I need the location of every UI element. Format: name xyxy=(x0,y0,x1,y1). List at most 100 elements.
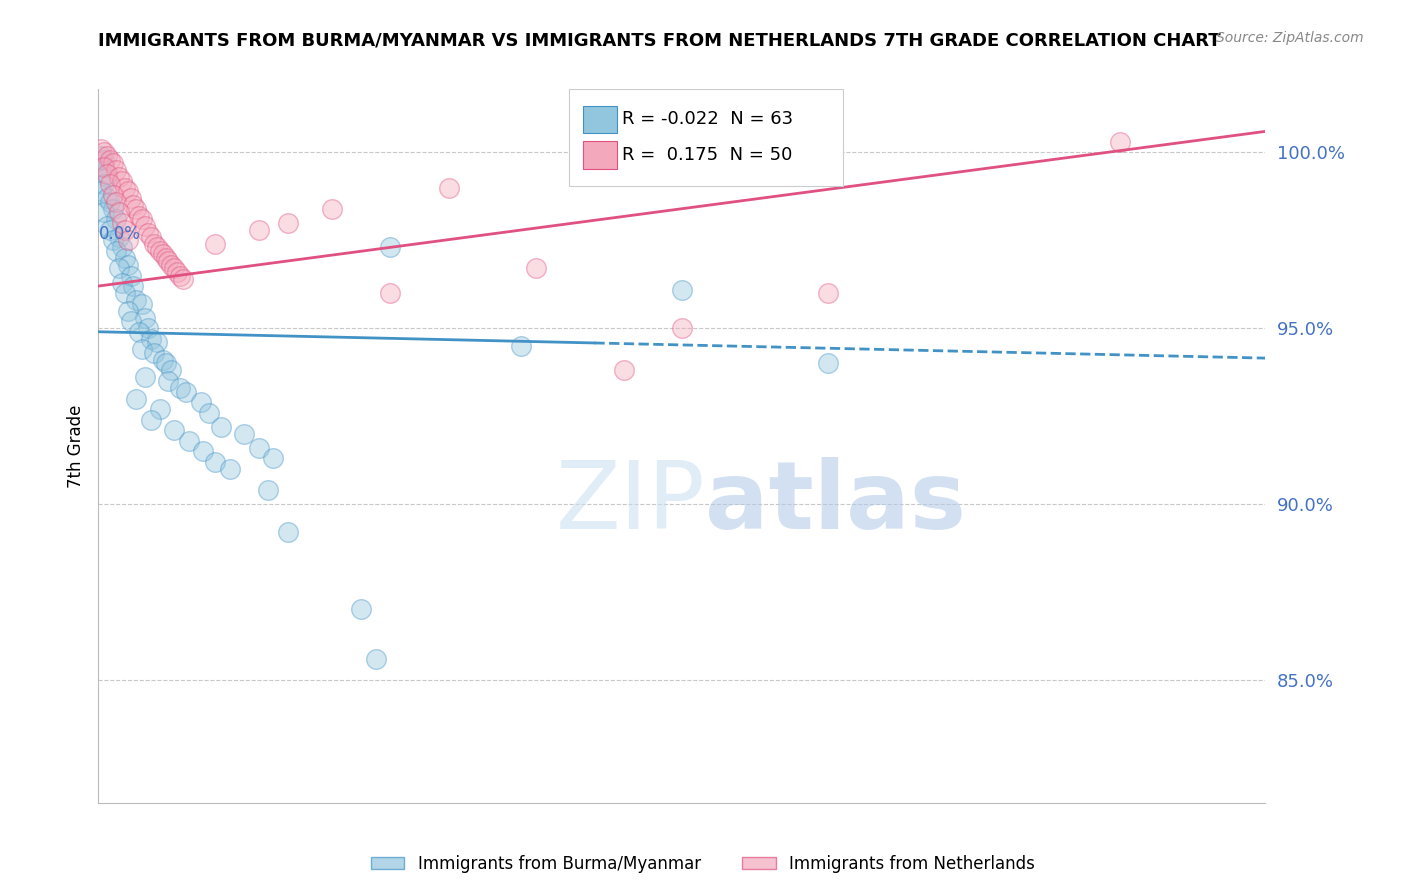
Point xyxy=(364,651,387,665)
Point xyxy=(256,483,278,497)
Point xyxy=(378,286,402,301)
Point xyxy=(101,202,124,216)
Text: IMMIGRANTS FROM BURMA/MYANMAR VS IMMIGRANTS FROM NETHERLANDS 7TH GRADE CORRELATI: IMMIGRANTS FROM BURMA/MYANMAR VS IMMIGRA… xyxy=(98,31,1220,49)
Point xyxy=(157,374,180,388)
Point xyxy=(120,191,142,205)
Point xyxy=(155,356,177,370)
Point xyxy=(149,244,172,258)
Point xyxy=(152,247,174,261)
Y-axis label: 7th Grade: 7th Grade xyxy=(67,404,86,488)
Point xyxy=(160,258,183,272)
Point xyxy=(125,202,148,216)
Point xyxy=(96,167,118,181)
Point xyxy=(524,261,547,276)
Point xyxy=(111,173,134,187)
Point xyxy=(108,230,131,244)
Point xyxy=(96,219,118,234)
Point xyxy=(233,426,256,441)
Point xyxy=(204,236,226,251)
Point xyxy=(108,170,131,185)
Point xyxy=(111,240,134,254)
Point xyxy=(163,261,186,276)
Point xyxy=(98,177,121,191)
Point xyxy=(136,321,159,335)
Point xyxy=(169,268,191,283)
Point xyxy=(169,381,191,395)
Point xyxy=(510,339,533,353)
Point xyxy=(108,261,131,276)
Point xyxy=(104,212,127,227)
Point xyxy=(190,395,212,409)
Point xyxy=(817,286,839,301)
Point xyxy=(139,412,162,426)
Point xyxy=(321,202,343,216)
Point xyxy=(128,325,150,339)
Point xyxy=(117,233,139,247)
Point xyxy=(146,240,169,254)
Point xyxy=(111,276,134,290)
Point xyxy=(378,240,402,254)
Point xyxy=(131,296,153,310)
Point xyxy=(139,332,162,346)
Point xyxy=(122,198,145,212)
Point xyxy=(142,236,165,251)
Point xyxy=(90,149,112,163)
Point xyxy=(90,160,112,174)
Point xyxy=(163,423,186,437)
Point xyxy=(114,223,136,237)
Point xyxy=(93,145,115,160)
Point xyxy=(114,286,136,301)
Point xyxy=(612,363,634,377)
Point xyxy=(93,153,115,167)
Point xyxy=(131,212,153,227)
Point xyxy=(174,384,197,399)
Point xyxy=(93,160,115,174)
Point xyxy=(117,258,139,272)
Point xyxy=(146,335,169,350)
Point xyxy=(125,392,148,406)
FancyBboxPatch shape xyxy=(568,89,844,186)
Point xyxy=(193,444,215,458)
Point xyxy=(350,602,373,616)
FancyBboxPatch shape xyxy=(582,105,617,134)
Point xyxy=(157,254,180,268)
Point xyxy=(117,303,139,318)
Point xyxy=(117,184,139,198)
Point xyxy=(93,177,115,191)
Point xyxy=(98,194,121,209)
FancyBboxPatch shape xyxy=(582,141,617,169)
Point xyxy=(204,455,226,469)
Point xyxy=(277,216,299,230)
Point xyxy=(198,406,221,420)
Point xyxy=(142,346,165,360)
Point xyxy=(131,343,153,357)
Point xyxy=(96,191,118,205)
Point xyxy=(247,441,270,455)
Point xyxy=(104,163,127,178)
Point xyxy=(98,153,121,167)
Legend: Immigrants from Burma/Myanmar, Immigrants from Netherlands: Immigrants from Burma/Myanmar, Immigrant… xyxy=(364,848,1042,880)
Text: Source: ZipAtlas.com: Source: ZipAtlas.com xyxy=(1216,31,1364,45)
Point xyxy=(122,279,145,293)
Point xyxy=(90,142,112,156)
Point xyxy=(817,356,839,370)
Point xyxy=(136,227,159,241)
Point xyxy=(93,205,115,219)
Point xyxy=(125,293,148,307)
Point xyxy=(166,265,188,279)
Point xyxy=(96,149,118,163)
Point xyxy=(160,363,183,377)
Point xyxy=(152,352,174,367)
Point xyxy=(120,314,142,328)
Point xyxy=(277,525,299,540)
Point xyxy=(101,233,124,247)
Point xyxy=(1108,135,1130,149)
Point xyxy=(155,251,177,265)
Text: R =  0.175  N = 50: R = 0.175 N = 50 xyxy=(623,146,793,164)
Point xyxy=(134,219,156,234)
Point xyxy=(98,223,121,237)
Text: 0.0%: 0.0% xyxy=(98,226,141,244)
Point xyxy=(120,268,142,283)
Point xyxy=(134,310,156,325)
Point xyxy=(108,205,131,219)
